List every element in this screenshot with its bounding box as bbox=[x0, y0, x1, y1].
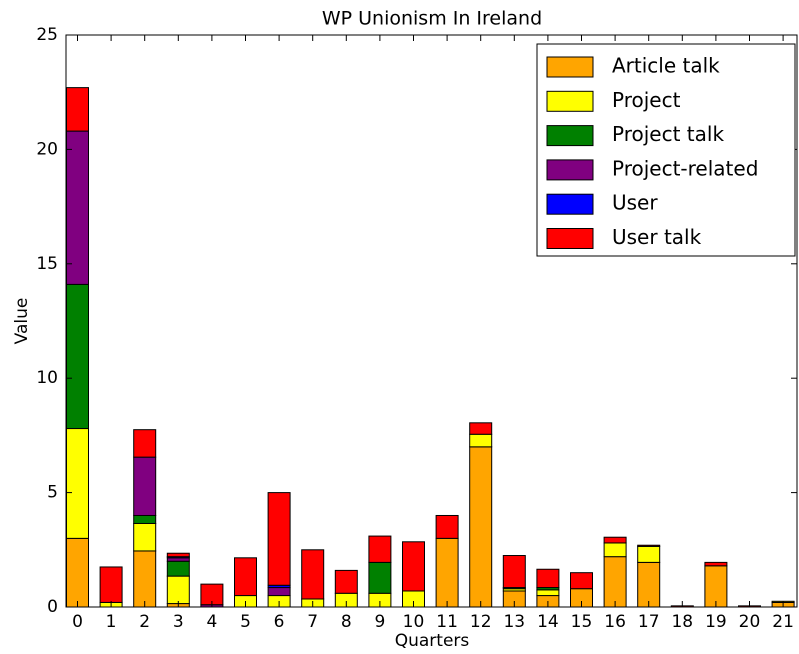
chart-title: WP Unionism In Ireland bbox=[322, 8, 542, 30]
legend-swatch bbox=[546, 56, 594, 78]
x-tick-label: 11 bbox=[436, 612, 458, 632]
plot-frame bbox=[65, 34, 798, 608]
bar-segment bbox=[133, 514, 157, 524]
x-tick-label: 18 bbox=[671, 612, 693, 632]
bar-segment bbox=[603, 542, 627, 558]
x-tick-label: 14 bbox=[537, 612, 559, 632]
bar-segment bbox=[637, 544, 661, 547]
legend-label: Project talk bbox=[612, 122, 724, 146]
bar-segment bbox=[166, 552, 190, 558]
bar-segment bbox=[133, 456, 157, 516]
bar-segment bbox=[267, 492, 291, 586]
x-tick-label: 16 bbox=[604, 612, 626, 632]
bar-segment bbox=[368, 535, 392, 563]
y-tick-label: 25 bbox=[36, 25, 58, 45]
legend-label: Project-related bbox=[612, 156, 758, 180]
bar-segment bbox=[301, 549, 325, 600]
bar-segment bbox=[402, 541, 425, 592]
bar-segment bbox=[435, 514, 459, 539]
bar-segment bbox=[469, 446, 493, 608]
bar-segment bbox=[166, 575, 190, 605]
x-tick-label: 4 bbox=[206, 612, 217, 632]
bar-segment bbox=[603, 556, 627, 608]
bar-segment bbox=[133, 522, 157, 552]
y-tick-label: 5 bbox=[47, 483, 58, 503]
bar-segment bbox=[603, 536, 627, 544]
bar-segment bbox=[66, 537, 89, 608]
x-tick-label: 9 bbox=[374, 612, 385, 632]
x-tick-label: 17 bbox=[638, 612, 660, 632]
bar-segment bbox=[469, 433, 493, 448]
legend-label: User talk bbox=[612, 225, 702, 249]
x-tick-label: 3 bbox=[173, 612, 184, 632]
x-tick-label: 15 bbox=[571, 612, 593, 632]
y-tick-label: 10 bbox=[36, 368, 58, 388]
bar-segment bbox=[66, 428, 89, 539]
x-axis-label: Quarters bbox=[395, 631, 470, 651]
bar-segment bbox=[66, 283, 89, 430]
bar-segment bbox=[66, 130, 89, 285]
bar-segment bbox=[637, 545, 661, 563]
bar-segment bbox=[536, 568, 560, 589]
x-tick-label: 2 bbox=[139, 612, 150, 632]
bar-segment bbox=[166, 557, 190, 562]
bar-segment bbox=[99, 566, 123, 603]
y-tick-label: 0 bbox=[47, 597, 58, 617]
x-tick-label: 7 bbox=[307, 612, 318, 632]
x-tick-label: 21 bbox=[772, 612, 794, 632]
legend-label: Project bbox=[612, 88, 681, 112]
legend-label: User bbox=[612, 191, 658, 215]
x-tick-label: 6 bbox=[274, 612, 285, 632]
bar-segment bbox=[502, 555, 526, 589]
bar-segment bbox=[469, 422, 493, 435]
legend-swatch bbox=[546, 228, 594, 249]
x-tick-label: 20 bbox=[739, 612, 761, 632]
bar-segment bbox=[637, 561, 661, 608]
y-axis-label: Value bbox=[12, 298, 32, 345]
x-tick-label: 19 bbox=[705, 612, 727, 632]
x-tick-label: 8 bbox=[341, 612, 352, 632]
x-tick-label: 13 bbox=[503, 612, 525, 632]
legend-label: Article talk bbox=[612, 54, 720, 78]
bar-segment bbox=[536, 589, 560, 597]
bar-segment bbox=[435, 537, 459, 608]
y-tick-label: 20 bbox=[36, 139, 58, 159]
bar-segment bbox=[704, 565, 728, 608]
legend-box bbox=[536, 43, 796, 257]
x-tick-label: 10 bbox=[403, 612, 425, 632]
x-tick-label: 1 bbox=[106, 612, 117, 632]
y-tick-label: 15 bbox=[36, 254, 58, 274]
bar-segment bbox=[570, 572, 593, 590]
x-tick-label: 0 bbox=[72, 612, 83, 632]
legend-swatch bbox=[546, 193, 594, 215]
legend-swatch bbox=[546, 90, 594, 112]
x-tick-label: 5 bbox=[240, 612, 251, 632]
legend-swatch bbox=[546, 159, 594, 181]
bar-segment bbox=[267, 587, 291, 597]
bar-segment bbox=[133, 550, 157, 608]
legend-swatch bbox=[546, 125, 594, 147]
bar-segment bbox=[704, 561, 728, 567]
x-tick-label: 12 bbox=[470, 612, 492, 632]
bar-segment bbox=[133, 429, 157, 458]
bar-segment bbox=[368, 561, 392, 594]
bar-segment bbox=[234, 557, 257, 597]
bar-segment bbox=[166, 560, 190, 577]
bar-segment bbox=[334, 569, 358, 594]
bar-segment bbox=[66, 87, 89, 132]
